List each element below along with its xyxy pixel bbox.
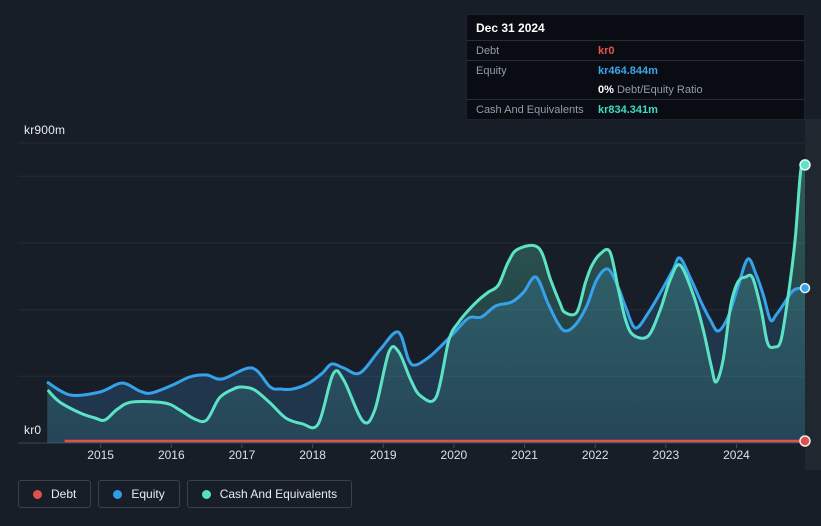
tooltip-cash-label: Cash And Equivalents xyxy=(476,104,584,116)
x-axis-label-2023: 2023 xyxy=(652,448,680,462)
tooltip-date: Dec 31 2024 xyxy=(467,15,804,41)
x-axis-label-2015: 2015 xyxy=(87,448,114,462)
x-axis-label-2022: 2022 xyxy=(581,448,609,462)
debt-endpoint-marker[interactable] xyxy=(799,435,811,447)
last-point-highlight-strip xyxy=(805,119,821,470)
x-axis-label-2021: 2021 xyxy=(511,448,538,462)
tooltip-equity-value: kr464.844m xyxy=(598,65,658,77)
x-axis-label-2024: 2024 xyxy=(723,448,750,462)
tooltip-row-ratio: 0% Debt/Equity Ratio xyxy=(467,80,804,100)
x-axis-label-2018: 2018 xyxy=(299,448,326,462)
chart-legend: Debt Equity Cash And Equivalents xyxy=(18,480,353,508)
debt-equity-cash-chart[interactable] xyxy=(0,0,821,470)
tooltip-equity-label: Equity xyxy=(476,65,507,77)
legend-label: Equity xyxy=(131,487,165,501)
debt-legend-dot-icon xyxy=(33,489,42,499)
legend-label: Cash And Equivalents xyxy=(219,487,338,501)
y-axis-zero-label: kr0 xyxy=(24,423,42,437)
legend-label: Debt xyxy=(51,487,77,501)
cash-endpoint-marker[interactable] xyxy=(799,159,811,171)
chart-tooltip: Dec 31 2024 Debt kr0 Equity kr464.844m 0… xyxy=(466,14,805,120)
equity-endpoint-marker[interactable] xyxy=(799,282,811,294)
tooltip-row-debt: Debt kr0 xyxy=(467,41,804,61)
tooltip-debt-value: kr0 xyxy=(598,45,615,57)
x-axis-label-2020: 2020 xyxy=(440,448,468,462)
x-axis-label-2019: 2019 xyxy=(369,448,397,462)
legend-item-cash[interactable]: Cash And Equivalents xyxy=(186,480,353,508)
cash-legend-dot-icon xyxy=(201,489,211,499)
legend-item-equity[interactable]: Equity xyxy=(98,480,180,508)
legend-item-debt[interactable]: Debt xyxy=(18,480,92,508)
y-axis-max-label: kr900m xyxy=(24,123,66,137)
tooltip-row-equity: Equity kr464.844m xyxy=(467,61,804,80)
tooltip-cash-value: kr834.341m xyxy=(598,104,658,116)
tooltip-ratio-value: 0% Debt/Equity Ratio xyxy=(598,84,703,96)
cash-area xyxy=(47,162,805,443)
equity-legend-dot-icon xyxy=(113,489,123,499)
x-axis-label-2016: 2016 xyxy=(157,448,185,462)
cash-line xyxy=(46,161,807,430)
x-axis-label-2017: 2017 xyxy=(228,448,256,462)
tooltip-debt-label: Debt xyxy=(476,45,500,57)
tooltip-row-cash: Cash And Equivalents kr834.341m xyxy=(467,100,804,119)
